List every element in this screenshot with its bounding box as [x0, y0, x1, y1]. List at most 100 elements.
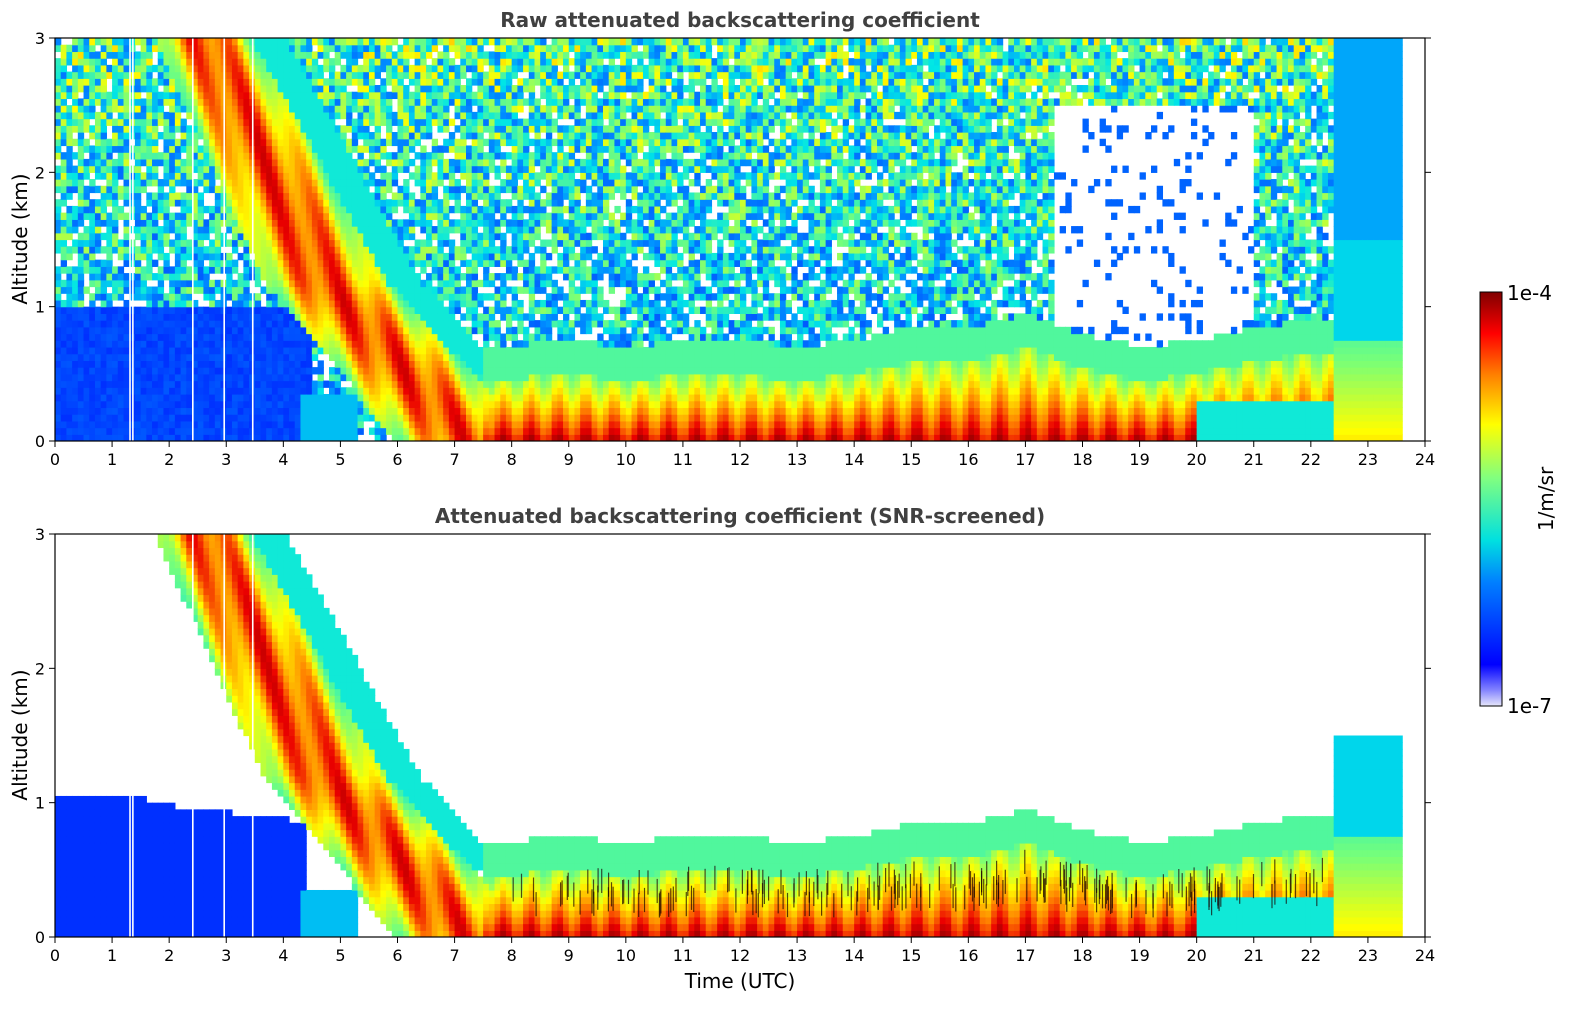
heatmap-cell — [386, 333, 393, 341]
heatmap-cell — [528, 387, 536, 395]
heatmap-cell — [397, 64, 404, 73]
heatmap-cell — [494, 400, 501, 409]
heatmap-cell — [100, 192, 107, 200]
heatmap-cell — [72, 407, 79, 415]
heatmap-cell — [123, 111, 130, 120]
heatmap-cell — [386, 78, 393, 86]
heatmap-cell — [500, 71, 507, 79]
heatmap-cell — [528, 105, 536, 113]
heatmap-cell — [237, 232, 244, 241]
heatmap-cell — [568, 414, 576, 422]
heatmap-cell — [294, 165, 302, 173]
heatmap-cell — [426, 333, 433, 341]
heatmap-cell — [192, 266, 199, 274]
heatmap-cell — [443, 279, 450, 288]
heatmap-cell — [466, 380, 473, 388]
heatmap-cell — [557, 266, 564, 274]
heatmap-cell — [123, 172, 130, 180]
heatmap-cell — [391, 85, 399, 93]
heatmap-cell — [163, 38, 170, 46]
heatmap-cell — [551, 266, 558, 274]
heatmap-cell — [448, 273, 456, 281]
heatmap-cell — [317, 387, 324, 395]
heatmap-cell — [545, 239, 553, 247]
heatmap-cell — [368, 320, 376, 328]
heatmap-cell — [106, 111, 113, 120]
heatmap-cell — [397, 252, 404, 261]
heatmap-cell — [380, 400, 387, 409]
heatmap-cell — [426, 226, 433, 234]
heatmap-cell — [397, 118, 404, 126]
heatmap-cell — [454, 226, 461, 234]
heatmap-cell — [534, 44, 541, 53]
heatmap-cell — [534, 346, 541, 355]
heatmap-cell — [397, 152, 404, 160]
heatmap-cell — [426, 273, 433, 281]
heatmap-cell — [289, 64, 296, 73]
heatmap-cell — [511, 306, 518, 314]
heatmap-cell — [117, 313, 125, 321]
heatmap-cell — [72, 165, 79, 173]
heatmap-cell — [214, 320, 222, 328]
heatmap-cell — [391, 38, 399, 46]
heatmap-cell — [443, 85, 450, 93]
heatmap-cell — [357, 360, 364, 368]
heatmap-cell — [471, 306, 479, 314]
heatmap-cell — [180, 44, 187, 53]
heatmap-cell — [197, 266, 205, 274]
heatmap-cell — [117, 400, 125, 409]
heatmap-cell — [426, 98, 433, 106]
heatmap-cell — [380, 346, 387, 355]
heatmap-cell — [357, 226, 364, 234]
heatmap-cell — [197, 205, 205, 214]
heatmap-cell — [517, 44, 524, 53]
heatmap-cell — [237, 346, 244, 355]
heatmap-cell — [117, 51, 125, 59]
heatmap-cell — [386, 373, 393, 382]
heatmap-cell — [466, 91, 473, 100]
heatmap-cell — [374, 64, 381, 73]
heatmap-cell — [334, 105, 342, 113]
heatmap-cell — [237, 199, 244, 207]
heatmap-cell — [323, 293, 330, 301]
heatmap-cell — [448, 71, 456, 79]
heatmap-cell — [106, 427, 113, 435]
heatmap-cell — [237, 145, 244, 153]
heatmap-cell — [534, 192, 541, 200]
heatmap-cell — [163, 58, 170, 66]
heatmap-cell — [169, 414, 176, 422]
heatmap-cell — [403, 360, 410, 368]
heatmap-cell — [123, 165, 130, 173]
heatmap-cell — [557, 105, 564, 113]
heatmap-cell — [483, 226, 490, 234]
heatmap-cell — [346, 105, 353, 113]
heatmap-cell — [374, 313, 381, 321]
heatmap-cell — [72, 91, 79, 100]
heatmap-cell — [448, 434, 456, 441]
heatmap-cell — [163, 306, 170, 314]
heatmap-cell — [437, 340, 444, 348]
heatmap-cell — [454, 91, 461, 100]
heatmap-cell — [146, 320, 153, 328]
heatmap-cell — [368, 414, 376, 422]
heatmap-cell — [266, 434, 273, 441]
heatmap-cell — [72, 138, 79, 147]
heatmap-cell — [271, 273, 279, 281]
heatmap-cell — [152, 212, 159, 220]
heatmap-cell — [443, 58, 450, 66]
heatmap-cell — [391, 152, 399, 160]
heatmap-cell — [517, 367, 524, 375]
heatmap-cell — [197, 71, 205, 79]
heatmap-cell — [431, 44, 439, 53]
heatmap-cell — [494, 286, 501, 294]
heatmap-cell — [443, 64, 450, 73]
heatmap-cell — [380, 313, 387, 321]
heatmap-cell — [277, 71, 284, 79]
heatmap-cell — [294, 85, 302, 93]
heatmap-cell — [237, 407, 244, 415]
heatmap-cell — [106, 360, 113, 368]
heatmap-cell — [277, 185, 284, 194]
heatmap-cell — [72, 367, 79, 375]
heatmap-cell — [528, 111, 536, 120]
heatmap-cell — [346, 138, 353, 147]
